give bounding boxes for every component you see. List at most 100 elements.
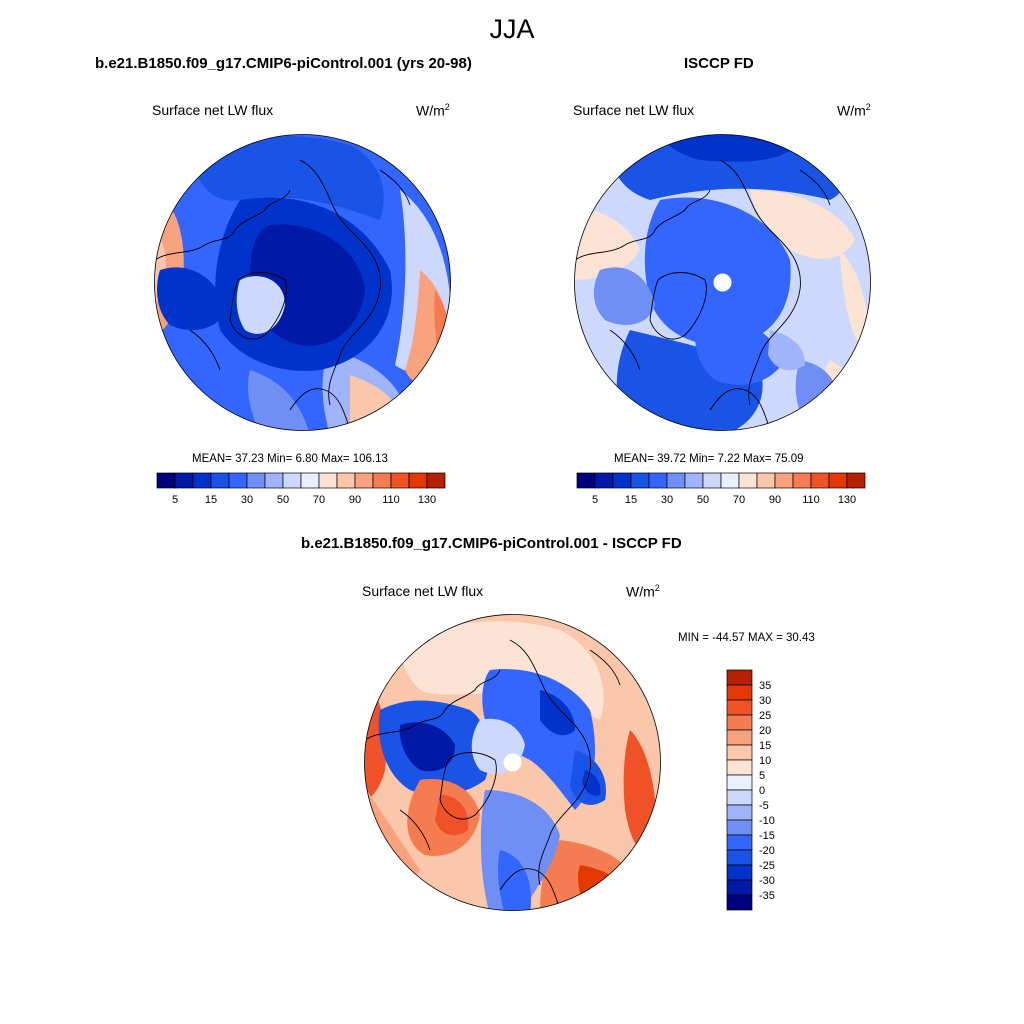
obs-map-border (574, 134, 871, 431)
obs-colorbar-box (666, 472, 686, 489)
model-variable-label: Surface net LW flux (152, 102, 274, 118)
model-colorbar-box (426, 472, 446, 489)
diff-colorbar-tick-label: -20 (759, 845, 775, 857)
diff-polar-gap (503, 753, 522, 772)
obs-field (574, 134, 871, 431)
model-colorbar-tick-label: 70 (313, 494, 325, 506)
diff-colorbar-tick-label: -5 (759, 800, 769, 812)
diff-colorbar-tick-label: -25 (759, 860, 775, 872)
diff-colorbar-box (726, 669, 753, 686)
model-colorbar-tick-label: 90 (349, 494, 361, 506)
diff-colorbar-tick-label: 25 (759, 710, 771, 722)
model-colorbar-box (174, 472, 194, 489)
model-colorbar-box (210, 472, 230, 489)
obs-colorbar-box (702, 472, 722, 489)
model-colorbar-box (156, 472, 176, 489)
obs-colorbar-tick-label: 15 (625, 494, 637, 506)
diff-colorbar-tick-label: -10 (759, 815, 775, 827)
model-colorbar-box (192, 472, 212, 489)
diff-colorbar-box (726, 834, 753, 851)
diff-map-border (364, 614, 661, 911)
model-colorbar-tick-label: 5 (172, 494, 178, 506)
model-colorbar-tick-label: 15 (205, 494, 217, 506)
obs-polar-gap (713, 273, 732, 292)
model-colorbar-box (282, 472, 302, 489)
diff-units-label: W/m2 (626, 583, 660, 600)
diff-colorbar-box (726, 819, 753, 836)
obs-colorbar-box (738, 472, 758, 489)
model-colorbar-box (390, 472, 410, 489)
diff-polar-map (364, 614, 661, 911)
model-field (154, 134, 451, 431)
diff-colorbar-box (726, 699, 753, 716)
obs-colorbar-box (792, 472, 812, 489)
diff-panel-title: b.e21.B1850.f09_g17.CMIP6-piControl.001 … (301, 535, 682, 552)
model-colorbar-box (246, 472, 266, 489)
diff-colorbar-tick-label: -35 (759, 890, 775, 902)
obs-colorbar-box (756, 472, 776, 489)
diff-colorbar-box (726, 894, 753, 911)
obs-colorbar: 5 15 30 50 70 90 110 130 (576, 472, 866, 506)
obs-colorbar-tick-label: 70 (733, 494, 745, 506)
diff-colorbar-tick-label: 30 (759, 695, 771, 707)
diff-colorbar-box (726, 774, 753, 791)
model-colorbar-tick-label: 110 (382, 494, 400, 506)
diff-colorbar-box (726, 714, 753, 731)
obs-colorbar-tick-label: 50 (697, 494, 709, 506)
obs-colorbar-box (720, 472, 740, 489)
obs-polar-map (574, 134, 871, 431)
obs-colorbar-tick-label: 90 (769, 494, 781, 506)
diff-colorbar-tick-label: -15 (759, 830, 775, 842)
model-colorbar-box (336, 472, 356, 489)
obs-coastlines (574, 159, 831, 431)
obs-colorbar-tick-label: 5 (592, 494, 598, 506)
obs-colorbar-box (774, 472, 794, 489)
diff-colorbar-tick-label: -30 (759, 875, 775, 887)
diff-colorbar-tick-label: 20 (759, 725, 771, 737)
obs-colorbar-box (612, 472, 632, 489)
diff-colorbar-box (726, 804, 753, 821)
model-colorbar-tick-label: 130 (418, 494, 436, 506)
diff-colorbar-tick-label: 0 (759, 785, 765, 797)
diff-colorbar-box (726, 789, 753, 806)
diff-colorbar-box (726, 864, 753, 881)
obs-panel-title: ISCCP FD (684, 55, 754, 72)
diff-colorbar-box (726, 759, 753, 776)
model-colorbar-box (300, 472, 320, 489)
obs-colorbar-tick-label: 30 (661, 494, 673, 506)
obs-colorbar-box (576, 472, 596, 489)
obs-colorbar-box (810, 472, 830, 489)
model-colorbar-tick-label: 50 (277, 494, 289, 506)
model-colorbar-box (408, 472, 428, 489)
model-colorbar-box (372, 472, 392, 489)
obs-variable-label: Surface net LW flux (573, 102, 695, 118)
diff-colorbar-tick-label: 15 (759, 740, 771, 752)
diff-colorbar-tick-label: 10 (759, 755, 771, 767)
obs-colorbar-box (630, 472, 650, 489)
model-colorbar: 5 15 30 50 70 90 110 130 (156, 472, 446, 506)
obs-units-label: W/m2 (837, 102, 871, 119)
diff-colorbar-tick-label: 5 (759, 770, 765, 782)
diff-colorbar-box (726, 729, 753, 746)
model-colorbar-box (264, 472, 284, 489)
diff-colorbar-box (726, 744, 753, 761)
model-panel-title: b.e21.B1850.f09_g17.CMIP6-piControl.001 … (95, 55, 472, 72)
diff-colorbar-box (726, 849, 753, 866)
obs-colorbar-box (648, 472, 668, 489)
obs-colorbar-tick-label: 130 (838, 494, 856, 506)
model-stats: MEAN= 37.23 Min= 6.80 Max= 106.13 (192, 453, 388, 465)
diff-variable-label: Surface net LW flux (362, 583, 484, 599)
obs-stats: MEAN= 39.72 Min= 7.22 Max= 75.09 (614, 453, 804, 465)
model-colorbar-box (228, 472, 248, 489)
model-coastlines (154, 159, 411, 431)
model-colorbar-box (354, 472, 374, 489)
obs-colorbar-box (846, 472, 866, 489)
obs-colorbar-box (594, 472, 614, 489)
model-colorbar-box (318, 472, 338, 489)
diff-colorbar-box (726, 684, 753, 701)
diff-coastlines (364, 639, 621, 911)
diff-colorbar-box (726, 879, 753, 896)
obs-colorbar-box (684, 472, 704, 489)
model-units-label: W/m2 (416, 102, 450, 119)
obs-colorbar-tick-label: 110 (802, 494, 820, 506)
